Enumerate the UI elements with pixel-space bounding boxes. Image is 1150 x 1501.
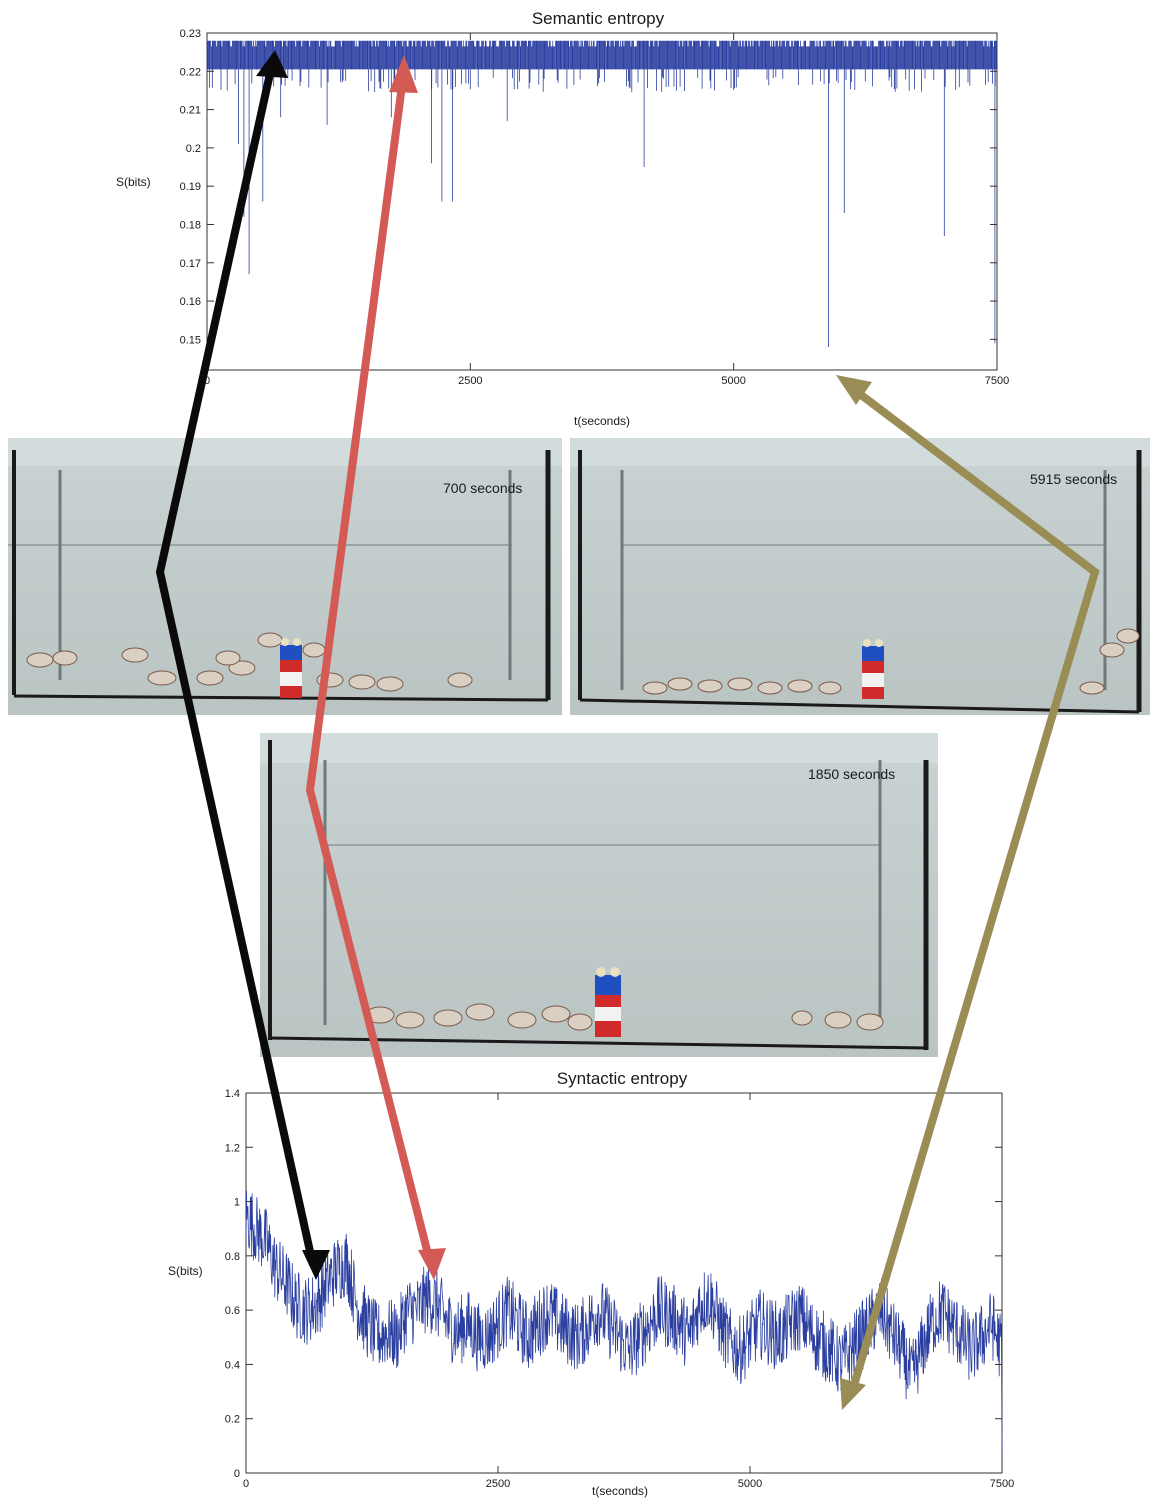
y-tick-label: 0.6 bbox=[225, 1305, 240, 1317]
tank-lid bbox=[570, 438, 1150, 466]
robot-figure bbox=[280, 638, 302, 698]
y-axis-label: S(bits) bbox=[116, 175, 151, 189]
y-tick-label: 0.4 bbox=[225, 1359, 240, 1371]
y-tick-label: 1.4 bbox=[225, 1088, 240, 1100]
y-tick-label: 0.15 bbox=[180, 334, 201, 346]
plot-frame bbox=[206, 32, 998, 371]
x-tick-label: 7500 bbox=[990, 1478, 1014, 1490]
chart-title: Semantic entropy bbox=[532, 9, 665, 28]
photo-label: 700 seconds bbox=[443, 480, 522, 496]
y-tick-label: 0.2 bbox=[225, 1414, 240, 1426]
semantic-entropy-line bbox=[206, 40, 998, 347]
robot-figure bbox=[595, 967, 621, 1037]
x-axis-label: t(seconds) bbox=[592, 1484, 648, 1498]
aquarium-photo-700: 700 seconds bbox=[8, 438, 562, 715]
robot-figure bbox=[862, 639, 884, 699]
arrow-head bbox=[418, 1248, 446, 1280]
x-tick-label: 2500 bbox=[458, 375, 482, 387]
x-tick-label: 2500 bbox=[486, 1478, 510, 1490]
y-tick-label: 0.18 bbox=[180, 219, 201, 231]
chart-title: Syntactic entropy bbox=[557, 1069, 688, 1088]
syntactic-entropy-line bbox=[245, 1190, 1003, 1455]
tank-lid bbox=[8, 438, 562, 466]
aquarium-photo-5915: 5915 seconds bbox=[570, 438, 1150, 715]
arrow-head bbox=[256, 50, 288, 78]
y-tick-label: 0.8 bbox=[225, 1251, 240, 1263]
y-tick-label: 0.17 bbox=[180, 258, 201, 270]
photo-label: 1850 seconds bbox=[808, 766, 895, 782]
photo-background bbox=[570, 438, 1150, 715]
y-tick-label: 1 bbox=[234, 1197, 240, 1209]
arrow-head bbox=[389, 55, 418, 93]
y-tick-label: 0.19 bbox=[180, 181, 201, 193]
x-tick-label: 0 bbox=[204, 375, 210, 387]
fish-group bbox=[26, 632, 473, 692]
arrow-head bbox=[302, 1250, 330, 1280]
y-tick-label: 0.23 bbox=[180, 28, 201, 40]
arrow-head bbox=[840, 1378, 866, 1410]
y-tick-label: 0.2 bbox=[186, 143, 201, 155]
y-tick-label: 0.21 bbox=[180, 105, 201, 117]
tank-bottom bbox=[269, 1036, 927, 1050]
x-tick-label: 7500 bbox=[985, 375, 1009, 387]
semantic-entropy-chart: Semantic entropy 0 2500 5000 7500 0.150.160… bbox=[116, 9, 1009, 428]
x-axis-label: t(seconds) bbox=[574, 414, 630, 428]
plot-frame bbox=[245, 1092, 1003, 1474]
y-tick-label: 1.2 bbox=[225, 1142, 240, 1154]
fish-group bbox=[365, 1003, 884, 1031]
x-tick-label: 5000 bbox=[738, 1478, 762, 1490]
arrow-olive bbox=[845, 381, 1100, 1394]
arrows bbox=[155, 50, 1100, 1410]
arrow-head bbox=[836, 375, 872, 405]
arrow-black bbox=[155, 59, 317, 1266]
photo-label: 5915 seconds bbox=[1030, 471, 1117, 487]
syntactic-series bbox=[245, 1190, 1003, 1455]
y-tick-label: 0.16 bbox=[180, 296, 201, 308]
fish-group bbox=[642, 628, 1140, 695]
aquarium-photo-1850: 1850 seconds bbox=[260, 733, 938, 1057]
y-tick-label: 0.22 bbox=[180, 66, 201, 78]
x-ticks: 0 2500 5000 7500 bbox=[204, 33, 1009, 387]
y-axis-label: S(bits) bbox=[168, 1264, 203, 1278]
semantic-series bbox=[206, 40, 998, 347]
tank-bottom bbox=[579, 698, 1140, 714]
y-ticks: 0.15 0.16 0.17 0.18 0.19 0.2 0.21 0.22 0.23 bbox=[180, 28, 997, 346]
y-tick-label: 0 bbox=[234, 1468, 240, 1480]
tank-lid bbox=[260, 733, 938, 763]
arrow-red bbox=[305, 69, 434, 1263]
x-ticks: 0 2500 5000 7500 bbox=[243, 1093, 1014, 1490]
x-tick-label: 5000 bbox=[721, 375, 745, 387]
x-tick-label: 0 bbox=[243, 1478, 249, 1490]
y-ticks: 0 0.2 0.4 0.6 0.8 1 1.2 1.4 bbox=[225, 1088, 1002, 1480]
